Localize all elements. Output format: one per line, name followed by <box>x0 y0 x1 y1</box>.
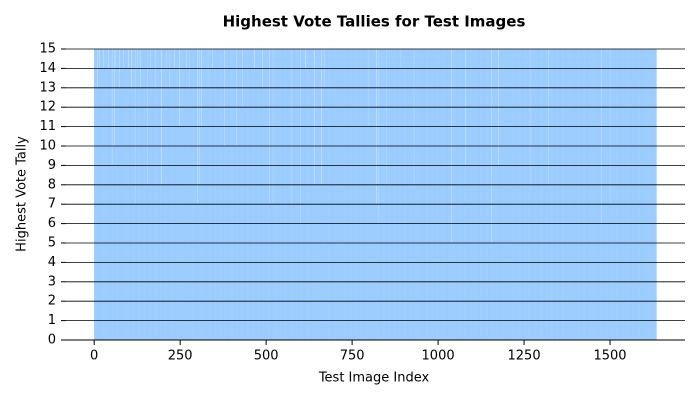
y-tick-label: 12 <box>39 100 56 115</box>
x-tick-label: 1500 <box>593 349 626 364</box>
y-tick-label: 9 <box>48 158 56 173</box>
y-axis-label: Highest Vote Tally <box>15 136 30 252</box>
y-tick-label: 7 <box>48 197 56 212</box>
x-axis-label: Test Image Index <box>318 371 430 386</box>
y-tick-label: 3 <box>48 274 56 289</box>
y-tick-label: 5 <box>48 236 56 251</box>
y-tick-label: 10 <box>39 139 56 154</box>
y-tick-label: 15 <box>39 42 56 57</box>
y-tick-label: 2 <box>48 294 56 309</box>
y-tick-label: 11 <box>39 119 56 134</box>
x-tick-label: 250 <box>168 349 193 364</box>
y-tick-label: 13 <box>39 80 56 95</box>
y-tick-label: 14 <box>39 61 56 76</box>
x-tick-label: 750 <box>340 349 365 364</box>
y-tick-label: 4 <box>48 255 56 270</box>
x-tick-label: 1000 <box>422 349 455 364</box>
y-tick-label: 0 <box>48 333 56 348</box>
bars <box>94 49 657 340</box>
x-tick-label: 1250 <box>508 349 541 364</box>
y-tick-label: 1 <box>48 313 56 328</box>
chart-title: Highest Vote Tallies for Test Images <box>223 13 526 31</box>
x-tick-label: 500 <box>254 349 279 364</box>
y-tick-label: 6 <box>48 216 56 231</box>
y-tick-label: 8 <box>48 177 56 192</box>
x-tick-label: 0 <box>90 349 98 364</box>
